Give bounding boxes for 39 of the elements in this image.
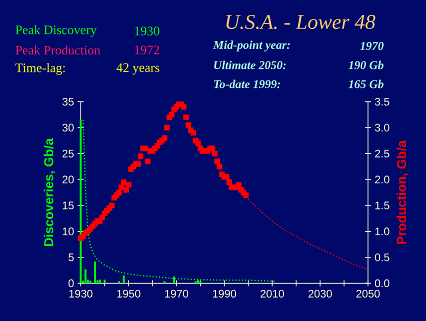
text: Time-lag: [15,63,65,75]
text: Peak Discovery [16,25,97,37]
text: 190 Gb [348,60,384,70]
text: Peak Production [16,45,100,55]
text: Mid-point year: [213,40,290,52]
y2-tick-label: 1.0 [375,228,390,236]
x-tick-label: 1970 [165,290,188,298]
text: Ultimate 2050: [214,60,286,70]
y2-tick-label: 0.0 [374,279,390,288]
y2-axis-title: Production, Gb/a [396,140,408,244]
y-tick-label: 15 [62,202,74,210]
text: 1970 [360,42,384,50]
text: 1972 [135,46,160,54]
y2-tick-label: 3.5 [374,98,390,106]
x-tick-label: 2010 [260,290,284,298]
y2-tick-label: 2.0 [375,176,390,184]
text: 1930 [135,26,160,36]
x-tick-label: 1990 [212,290,236,298]
x-tick-label: 2030 [308,290,332,298]
line-series [82,119,276,282]
x-tick-label: 1930 [69,290,92,298]
y2-tick-label: 2.5 [375,150,390,158]
y-tick-label: 5 [68,254,74,262]
y-tick-label: 0 [68,279,74,288]
y-tick-label: 30 [62,124,74,132]
y2-tick-label: 3.0 [374,124,390,132]
text: 165 Gb [348,80,384,88]
text: 42 years [116,63,160,75]
chart-title: U.S.A. - Lower 48 [226,14,376,30]
x-tick-label: 2050 [356,290,380,298]
x-tick-label: 1950 [117,290,140,298]
y-tick-label: 25 [62,150,74,158]
y-axis-title: Discoveries, Gb/a [44,138,56,246]
text: To-date 1999: [214,80,280,88]
y2-tick-label: 1.5 [375,202,390,210]
y-tick-label: 35 [62,98,74,106]
y-tick-label: 10 [62,228,74,236]
y2-tick-label: 0.5 [374,253,390,262]
y-tick-label: 20 [62,176,74,184]
